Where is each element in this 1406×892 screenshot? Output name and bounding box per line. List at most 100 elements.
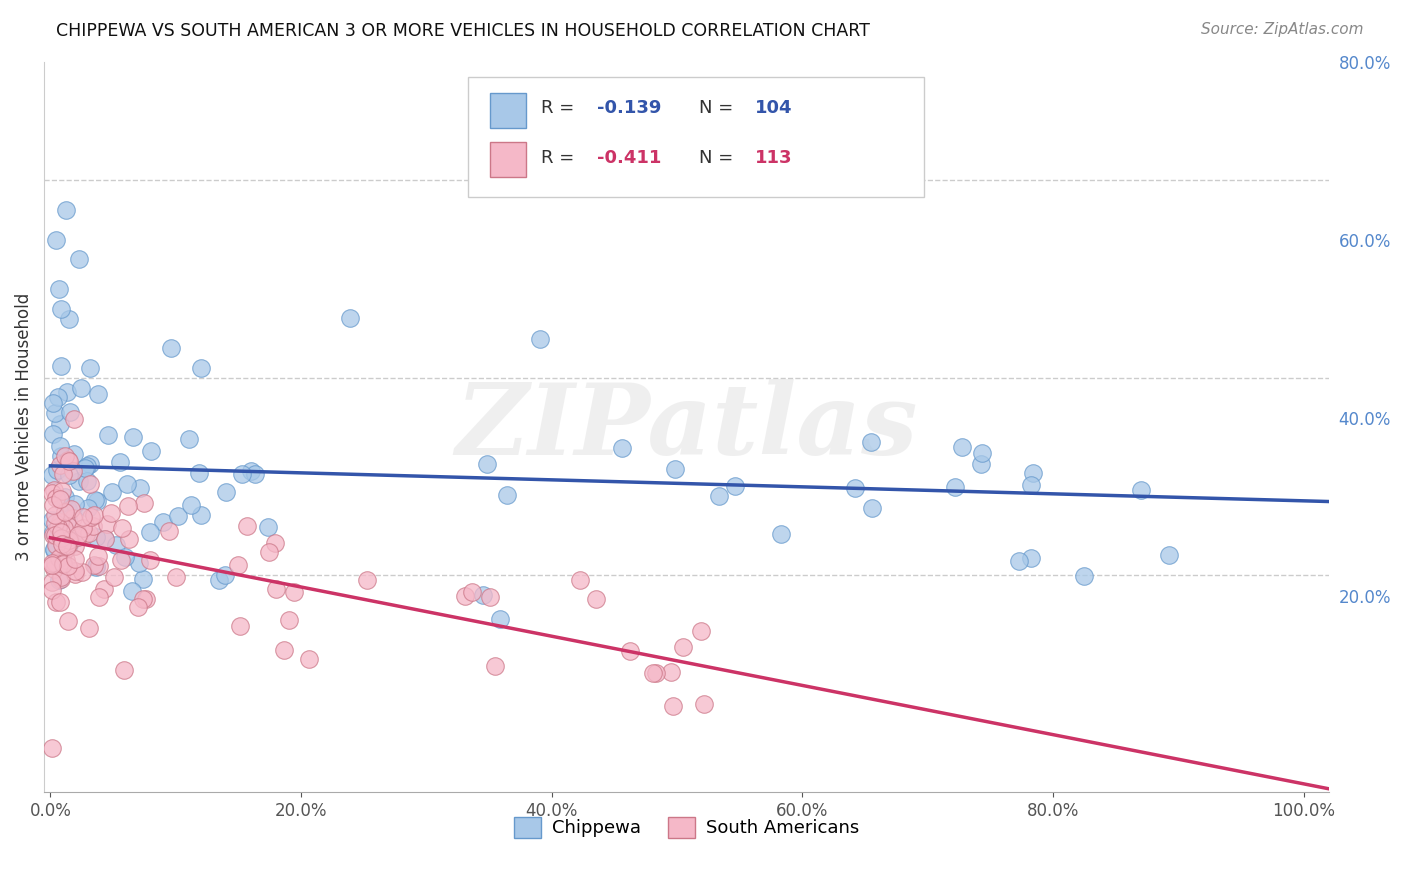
Point <box>484 659 506 673</box>
Point <box>264 582 287 596</box>
Point <box>943 480 966 494</box>
Point <box>117 476 139 491</box>
Point <box>51 570 73 584</box>
Y-axis label: 3 or more Vehicles in Household: 3 or more Vehicles in Household <box>15 293 32 561</box>
Point <box>245 467 267 481</box>
Point <box>51 539 73 553</box>
Point <box>67 527 90 541</box>
Point <box>84 492 107 507</box>
Point <box>41 556 63 570</box>
Point <box>67 474 90 488</box>
Point <box>273 643 295 657</box>
Text: ZIPatlas: ZIPatlas <box>456 379 918 475</box>
Point <box>48 417 70 432</box>
Point <box>83 508 105 522</box>
Point <box>79 457 101 471</box>
Point <box>42 483 65 498</box>
Point <box>190 508 212 522</box>
Point <box>86 559 108 574</box>
Point <box>49 359 72 373</box>
Point <box>724 478 747 492</box>
Point <box>139 553 162 567</box>
Point <box>49 492 72 507</box>
Point <box>283 584 305 599</box>
Point <box>44 233 66 247</box>
Point <box>84 559 107 574</box>
Point <box>231 467 253 482</box>
Point <box>58 467 80 482</box>
Point <box>79 360 101 375</box>
Text: N =: N = <box>699 99 740 117</box>
Point <box>610 441 633 455</box>
Point <box>129 481 152 495</box>
Point <box>63 447 86 461</box>
Point <box>44 527 66 541</box>
Text: CHIPPEWA VS SOUTH AMERICAN 3 OR MORE VEHICLES IN HOUSEHOLD CORRELATION CHART: CHIPPEWA VS SOUTH AMERICAN 3 OR MORE VEH… <box>56 22 870 40</box>
Point <box>48 550 70 565</box>
Point <box>82 519 104 533</box>
Point <box>664 462 686 476</box>
Point <box>970 445 993 459</box>
Point <box>240 464 263 478</box>
Point <box>93 532 115 546</box>
Point <box>1021 467 1043 481</box>
Point <box>478 591 501 605</box>
Point <box>51 494 73 508</box>
Point <box>58 534 80 549</box>
Point <box>55 490 77 504</box>
Point <box>157 524 180 539</box>
Point <box>52 556 75 570</box>
Point <box>62 412 84 426</box>
Point <box>108 455 131 469</box>
Point <box>100 506 122 520</box>
Point <box>356 574 378 588</box>
Point <box>122 430 145 444</box>
Point <box>44 516 66 530</box>
Point <box>131 591 153 606</box>
Point <box>48 574 70 588</box>
Point <box>110 553 132 567</box>
Point <box>214 567 236 582</box>
Point <box>770 526 793 541</box>
Point <box>58 311 80 326</box>
Point <box>63 564 86 578</box>
Point <box>844 482 866 496</box>
Point <box>42 499 65 513</box>
Point <box>76 458 98 473</box>
Point <box>46 390 69 404</box>
Point <box>77 621 100 635</box>
Point <box>45 463 67 477</box>
Point <box>585 592 607 607</box>
Point <box>49 449 72 463</box>
Point <box>190 360 212 375</box>
Point <box>659 665 682 679</box>
Point <box>51 483 73 498</box>
Point <box>339 311 361 326</box>
Point <box>707 489 730 503</box>
Point <box>139 524 162 539</box>
Point <box>1008 554 1031 568</box>
Point <box>1129 483 1152 497</box>
Point <box>56 512 79 526</box>
Point <box>112 664 135 678</box>
Point <box>56 501 79 516</box>
FancyBboxPatch shape <box>489 142 526 177</box>
Point <box>87 387 110 401</box>
Point <box>58 533 80 547</box>
Point <box>51 531 73 545</box>
Point <box>1021 551 1043 566</box>
Point <box>645 666 668 681</box>
Point <box>489 612 512 626</box>
Point <box>132 495 155 509</box>
Point <box>454 589 477 603</box>
Point <box>49 439 72 453</box>
Point <box>53 521 76 535</box>
Point <box>215 484 238 499</box>
Point <box>42 541 65 556</box>
Point <box>690 624 713 639</box>
Point <box>41 486 63 500</box>
Point <box>72 510 94 524</box>
Point <box>55 203 77 218</box>
Point <box>114 549 136 564</box>
Point <box>41 558 63 573</box>
